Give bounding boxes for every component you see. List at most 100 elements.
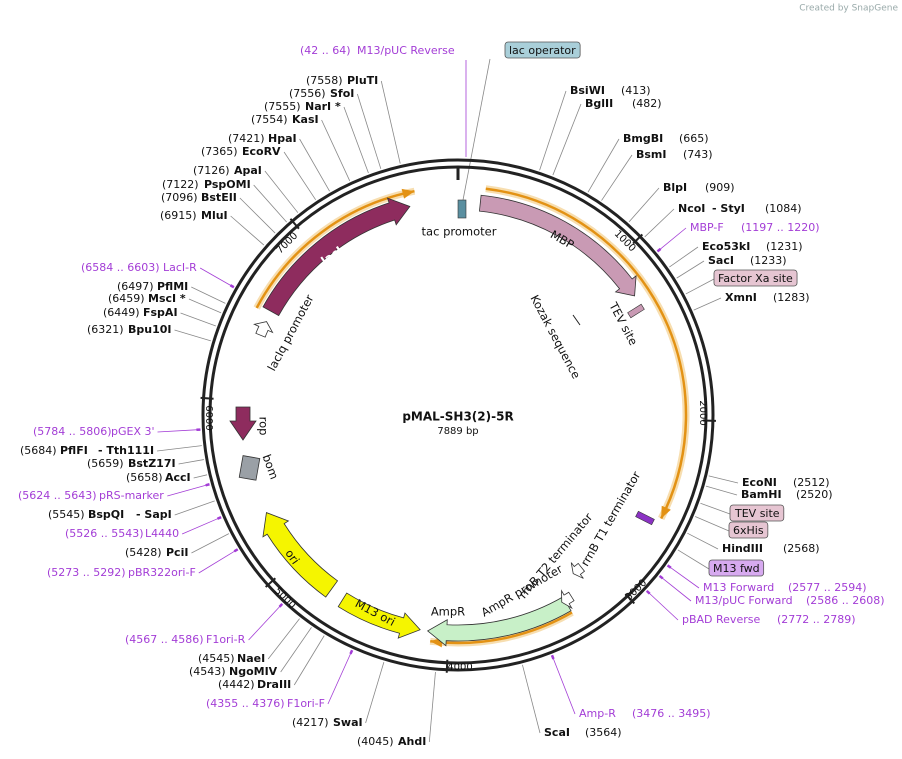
site-position: (4545) [198, 652, 235, 665]
primer-range: (2586 .. 2608) [806, 594, 885, 607]
site-name: PspOMI [204, 178, 251, 191]
primer-name: M13/pUC Reverse [357, 44, 455, 57]
connector [253, 184, 287, 223]
feature-label: 6xHis [733, 524, 764, 537]
lacIq-promoter-arrow [253, 321, 274, 338]
ring-tick [265, 577, 277, 588]
ring-tick [632, 233, 644, 245]
connector [174, 500, 215, 516]
ring-tick [200, 396, 214, 400]
site-position: (1231) [766, 240, 803, 253]
primer-mark [205, 483, 210, 487]
connector [248, 603, 283, 641]
primer-name: F1ori-F [287, 697, 325, 710]
site-position: (5658) [126, 471, 163, 484]
primer-name: pBR322ori-F [128, 566, 196, 579]
rop-arrow [229, 406, 257, 441]
site-position: (482) [632, 97, 662, 110]
connector [280, 627, 312, 673]
site-position: (2520) [796, 488, 833, 501]
primer-name: LacI-R [163, 261, 197, 274]
connector [321, 119, 351, 181]
connector [199, 267, 235, 288]
site-position: (5428) [125, 546, 162, 559]
ring-tick-label: 2000 [697, 400, 708, 425]
primer-mark [216, 516, 222, 520]
m13-ori-arrow [337, 592, 421, 639]
site-position: (4045) [357, 735, 394, 748]
primer-range: (42 .. 64) [300, 44, 351, 57]
connector [676, 260, 705, 279]
site-position: (7554) [251, 113, 288, 126]
connector [687, 532, 719, 550]
boxed-feature: lac operator [504, 41, 581, 59]
ring-tick-label: 5000 [272, 585, 298, 611]
primer-range: (1197 .. 1220) [741, 221, 820, 234]
site-name: NcoI [678, 202, 705, 215]
connector [695, 516, 730, 532]
site-name: FspAI [143, 306, 178, 319]
connector [191, 533, 230, 554]
site-position: (6321) [87, 323, 124, 336]
primer-mark [656, 247, 662, 253]
connector [708, 475, 739, 484]
orf-line [255, 189, 415, 309]
connector [705, 485, 738, 496]
ring-tick [445, 659, 449, 673]
primer-range: (5784 .. 5806) [33, 425, 112, 438]
connector [522, 664, 541, 734]
connector [188, 298, 222, 314]
ampr-promoter-arrow [561, 589, 575, 610]
plasmid-length: 7889 bp [437, 426, 478, 437]
primer-name: Amp-R [579, 707, 616, 720]
site-position: (743) [683, 148, 713, 161]
feature-label: rop [257, 417, 271, 436]
site-name: EcoNI [742, 476, 777, 489]
his-box [635, 510, 655, 526]
connector [343, 106, 369, 174]
primer-name: pBAD Reverse [682, 613, 760, 626]
primer-range: (3476 .. 3495) [632, 707, 711, 720]
site-name: BspQI [88, 508, 124, 521]
mbp-arrow [478, 194, 637, 297]
feature-box [504, 41, 581, 59]
site-position: (2568) [783, 542, 820, 555]
connector [283, 151, 317, 201]
site-position: (1233) [750, 254, 787, 267]
site-position: (1084) [765, 202, 802, 215]
connector [181, 516, 222, 535]
ring-tick [289, 218, 300, 230]
site-position: (7556) [289, 87, 326, 100]
connector [693, 297, 722, 311]
primer-range: (5273 .. 5292) [47, 566, 126, 579]
primer-range: (4567 .. 4586) [125, 633, 204, 646]
kozak-mark [572, 314, 581, 326]
connector [267, 618, 300, 660]
connector [264, 170, 299, 213]
site-position: (6459) [108, 292, 145, 305]
site-name: XmnI [725, 291, 757, 304]
feature-box [713, 269, 798, 287]
primer-mark [550, 654, 555, 660]
site-name: AhdI [398, 735, 426, 748]
primer-name: pRS-marker [99, 489, 164, 502]
site-position: (6497) [117, 280, 154, 293]
credit: Created by SnapGene [799, 4, 898, 14]
site-name: HindIII [722, 542, 763, 555]
site-position: (665) [679, 132, 709, 145]
orf-head [401, 188, 415, 199]
site-name: AccI [165, 471, 191, 484]
connector [167, 483, 210, 497]
feature-label: lac operator [509, 44, 576, 57]
connectors [156, 58, 739, 743]
connector [601, 154, 633, 201]
primer-mark [229, 284, 235, 289]
connector [644, 208, 675, 238]
site-position: (6915) [160, 209, 197, 222]
feature-label: Kozak sequence [527, 292, 583, 381]
site-position: (7365) [201, 145, 238, 158]
primer-range: (5624 .. 5643) [18, 489, 97, 502]
connector [380, 80, 401, 164]
site-position: (413) [621, 84, 651, 97]
